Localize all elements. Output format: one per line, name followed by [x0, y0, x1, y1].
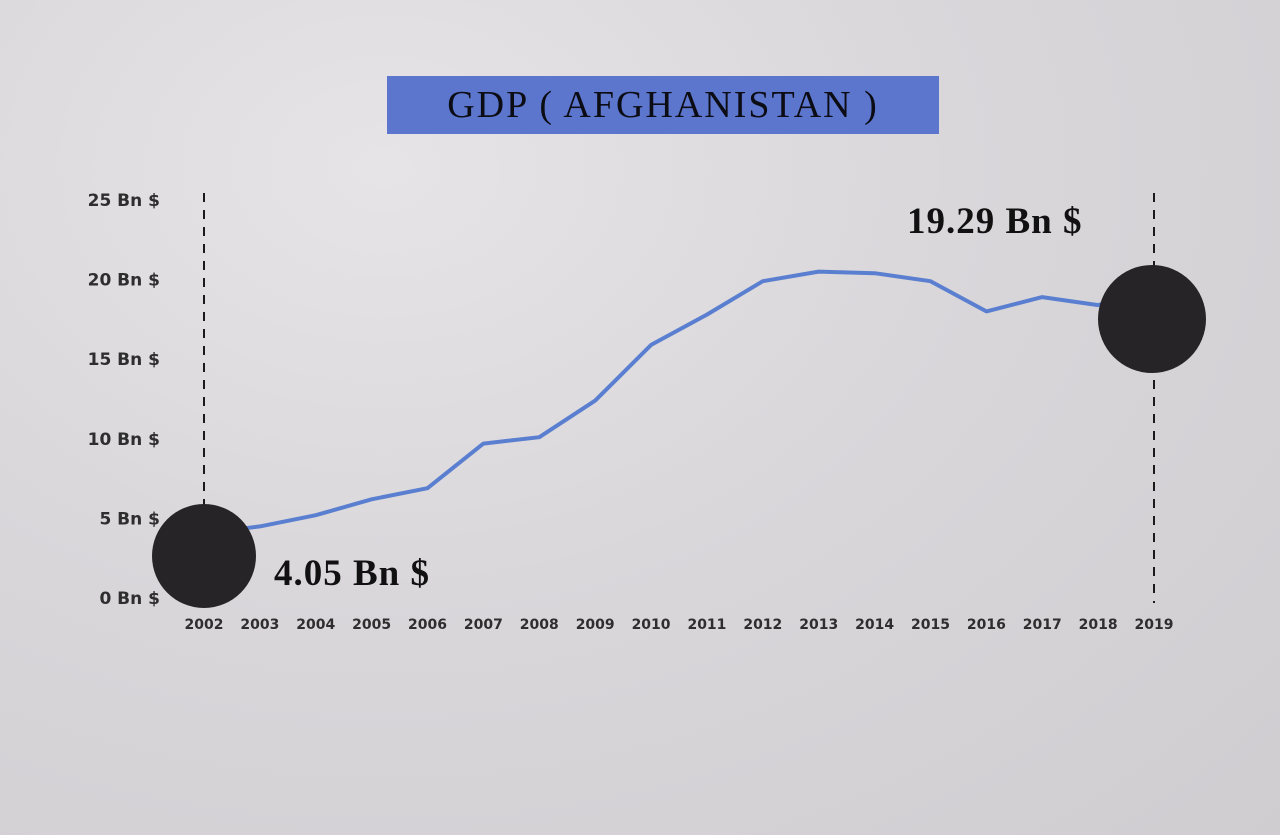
x-tick-label: 2010	[632, 617, 671, 633]
x-tick-label: 2004	[296, 617, 335, 633]
marker-guides	[203, 193, 1155, 603]
gdp-series-line	[202, 269, 1156, 536]
x-tick-label: 2015	[911, 617, 950, 633]
y-tick-label: 20 Bn $	[88, 271, 160, 291]
y-axis-ticks: 0 Bn $ 5 Bn $ 10 Bn $ 15 Bn $ 20 Bn $ 25 Bn $	[88, 191, 160, 609]
x-tick-label: 2013	[799, 617, 838, 633]
x-tick-label: 2005	[352, 617, 391, 633]
gdp-data-points	[202, 270, 1156, 536]
x-tick-label: 2003	[240, 617, 279, 633]
x-tick-label: 2019	[1135, 617, 1174, 633]
y-tick-label: 0 Bn $	[99, 589, 160, 609]
x-tick-label: 2002	[185, 617, 224, 633]
callout-start-label: 4.05 Bn $	[274, 553, 430, 594]
x-tick-label: 2014	[855, 617, 894, 633]
endpoint-marker-start	[152, 504, 256, 608]
x-axis-ticks: 2002 2003 2004 2005 2006 2007 2008 2009 2010 2011…	[185, 617, 1174, 633]
endpoint-markers	[152, 265, 1206, 608]
x-tick-label: 2012	[743, 617, 782, 633]
chart-title: GDP ( AFGHANISTAN )	[387, 76, 939, 134]
x-tick-label: 2008	[520, 617, 559, 633]
y-tick-label: 25 Bn $	[88, 191, 160, 211]
x-tick-label: 2007	[464, 617, 503, 633]
y-tick-label: 5 Bn $	[99, 509, 160, 529]
endpoint-marker-end	[1098, 265, 1206, 373]
x-tick-label: 2011	[687, 617, 726, 633]
x-tick-label: 2016	[967, 617, 1006, 633]
endpoint-callouts: 4.05 Bn $ 19.29 Bn $	[274, 201, 1083, 594]
y-tick-label: 10 Bn $	[88, 430, 160, 450]
x-tick-label: 2018	[1079, 617, 1118, 633]
y-tick-label: 15 Bn $	[88, 350, 160, 370]
callout-end-label: 19.29 Bn $	[907, 201, 1083, 242]
x-tick-label: 2009	[576, 617, 615, 633]
x-tick-label: 2017	[1023, 617, 1062, 633]
x-tick-label: 2006	[408, 617, 447, 633]
